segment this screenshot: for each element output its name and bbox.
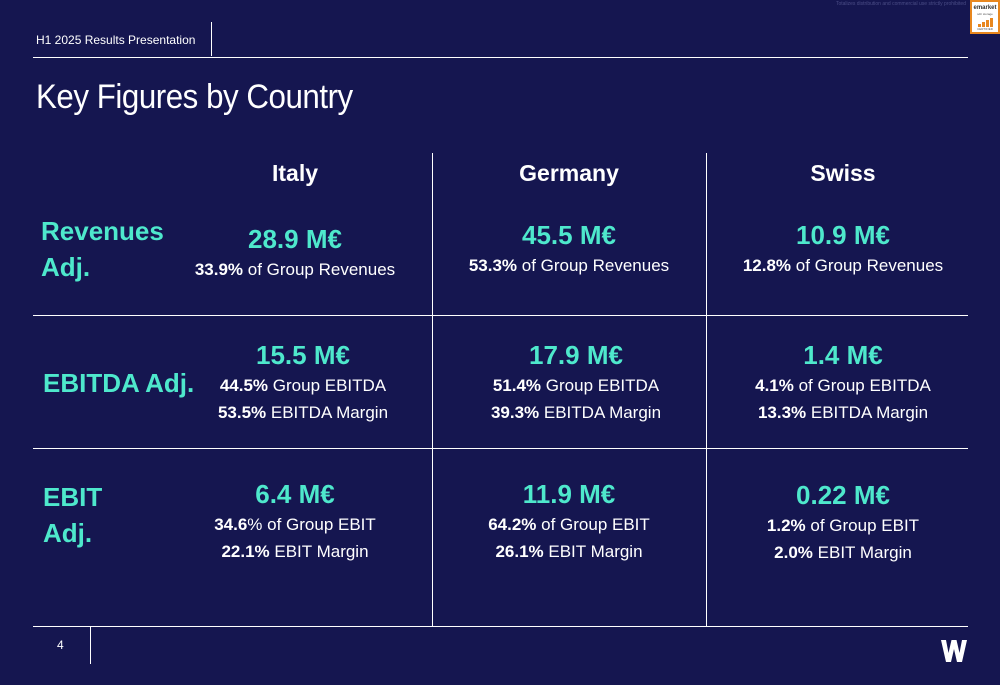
column-header-italy: Italy xyxy=(271,160,319,186)
row-label-ebitda: EBITDA Adj. xyxy=(43,365,194,401)
row-label-ebit: EBIT Adj. xyxy=(43,479,102,551)
column-divider xyxy=(432,153,433,627)
disclaimer-text: Totalizes distribution and commercial us… xyxy=(835,1,966,7)
cell-detail: 33.9% of Group Revenues xyxy=(194,260,396,279)
header-label: H1 2025 Results Presentation xyxy=(36,33,196,47)
cell-detail: 34.6% of Group EBIT xyxy=(214,515,376,534)
cell-revenues-italy: 28.9 M€ 33.9% of Group Revenues xyxy=(160,222,430,283)
footer-separator xyxy=(90,627,91,664)
badge-bars-icon xyxy=(977,18,993,27)
company-logo-w-icon: W xyxy=(941,640,967,662)
row-divider xyxy=(33,448,968,449)
cell-value: 11.9 M€ xyxy=(522,479,616,509)
column-divider xyxy=(706,153,707,627)
column-header-germany: Germany xyxy=(519,160,619,186)
cell-value: 17.9 M€ xyxy=(529,340,623,370)
cell-detail: 4.1% of Group EBITDA xyxy=(755,376,931,395)
cell-detail: 22.1% EBIT Margin xyxy=(221,542,369,561)
cell-revenues-germany: 45.5 M€ 53.3% of Group Revenues xyxy=(434,218,704,279)
badge-brand: emarket xyxy=(973,5,997,11)
page-title: Key Figures by Country xyxy=(36,78,353,116)
column-header-swiss: Swiss xyxy=(810,160,876,186)
row-label-revenues: Revenues Adj. xyxy=(41,213,164,285)
row-divider xyxy=(33,315,968,316)
cell-value: 0.22 M€ xyxy=(796,480,890,510)
cell-ebitda-germany: 17.9 M€ 51.4% Group EBITDA 39.3% EBITDA … xyxy=(441,338,711,426)
page-number: 4 xyxy=(57,638,64,652)
cell-ebit-swiss: 0.22 M€ 1.2% of Group EBIT 2.0% EBIT Mar… xyxy=(708,478,978,566)
row-label-line: Adj. xyxy=(41,252,91,282)
cell-detail: 2.0% EBIT Margin xyxy=(774,543,912,562)
row-label-line: EBIT xyxy=(43,482,103,512)
header-separator xyxy=(211,22,212,56)
cell-detail: 44.5% Group EBITDA xyxy=(219,376,387,395)
cell-value: 10.9 M€ xyxy=(796,220,890,250)
header-rule xyxy=(33,57,968,58)
cell-ebit-italy: 6.4 M€ 34.6% of Group EBIT 22.1% EBIT Ma… xyxy=(160,477,430,565)
row-label-line: Adj. xyxy=(43,518,93,548)
cell-detail: 39.3% EBITDA Margin xyxy=(490,403,662,422)
cell-detail: 1.2% of Group EBIT xyxy=(766,516,920,535)
cell-ebitda-italy: 15.5 M€ 44.5% Group EBITDA 53.5% EBITDA … xyxy=(168,338,438,426)
cell-detail: 51.4% Group EBITDA xyxy=(492,376,660,395)
certification-badge: emarket sdir storage CERTIFIED xyxy=(970,0,1000,34)
cell-value: 1.4 M€ xyxy=(803,340,883,370)
row-label-line: EBITDA Adj. xyxy=(43,368,195,398)
cell-revenues-swiss: 10.9 M€ 12.8% of Group Revenues xyxy=(708,218,978,279)
cell-detail: 12.8% of Group Revenues xyxy=(742,256,944,275)
cell-value: 28.9 M€ xyxy=(248,224,342,254)
cell-detail: 13.3% EBITDA Margin xyxy=(757,403,929,422)
cell-detail: 64.2% of Group EBIT xyxy=(488,515,650,534)
cell-value: 15.5 M€ xyxy=(256,340,350,370)
cell-ebit-germany: 11.9 M€ 64.2% of Group EBIT 26.1% EBIT M… xyxy=(434,477,704,565)
badge-subtitle: sdir storage xyxy=(977,12,993,16)
table-bottom-rule xyxy=(33,626,968,627)
cell-detail: 53.5% EBITDA Margin xyxy=(217,403,389,422)
cell-detail: 53.3% of Group Revenues xyxy=(468,256,670,275)
badge-tag: CERTIFIED xyxy=(977,27,993,31)
row-label-line: Revenues xyxy=(41,216,164,246)
cell-value: 45.5 M€ xyxy=(522,220,616,250)
cell-ebitda-swiss: 1.4 M€ 4.1% of Group EBITDA 13.3% EBITDA… xyxy=(708,338,978,426)
cell-value: 6.4 M€ xyxy=(255,479,335,509)
cell-detail: 26.1% EBIT Margin xyxy=(495,542,643,561)
